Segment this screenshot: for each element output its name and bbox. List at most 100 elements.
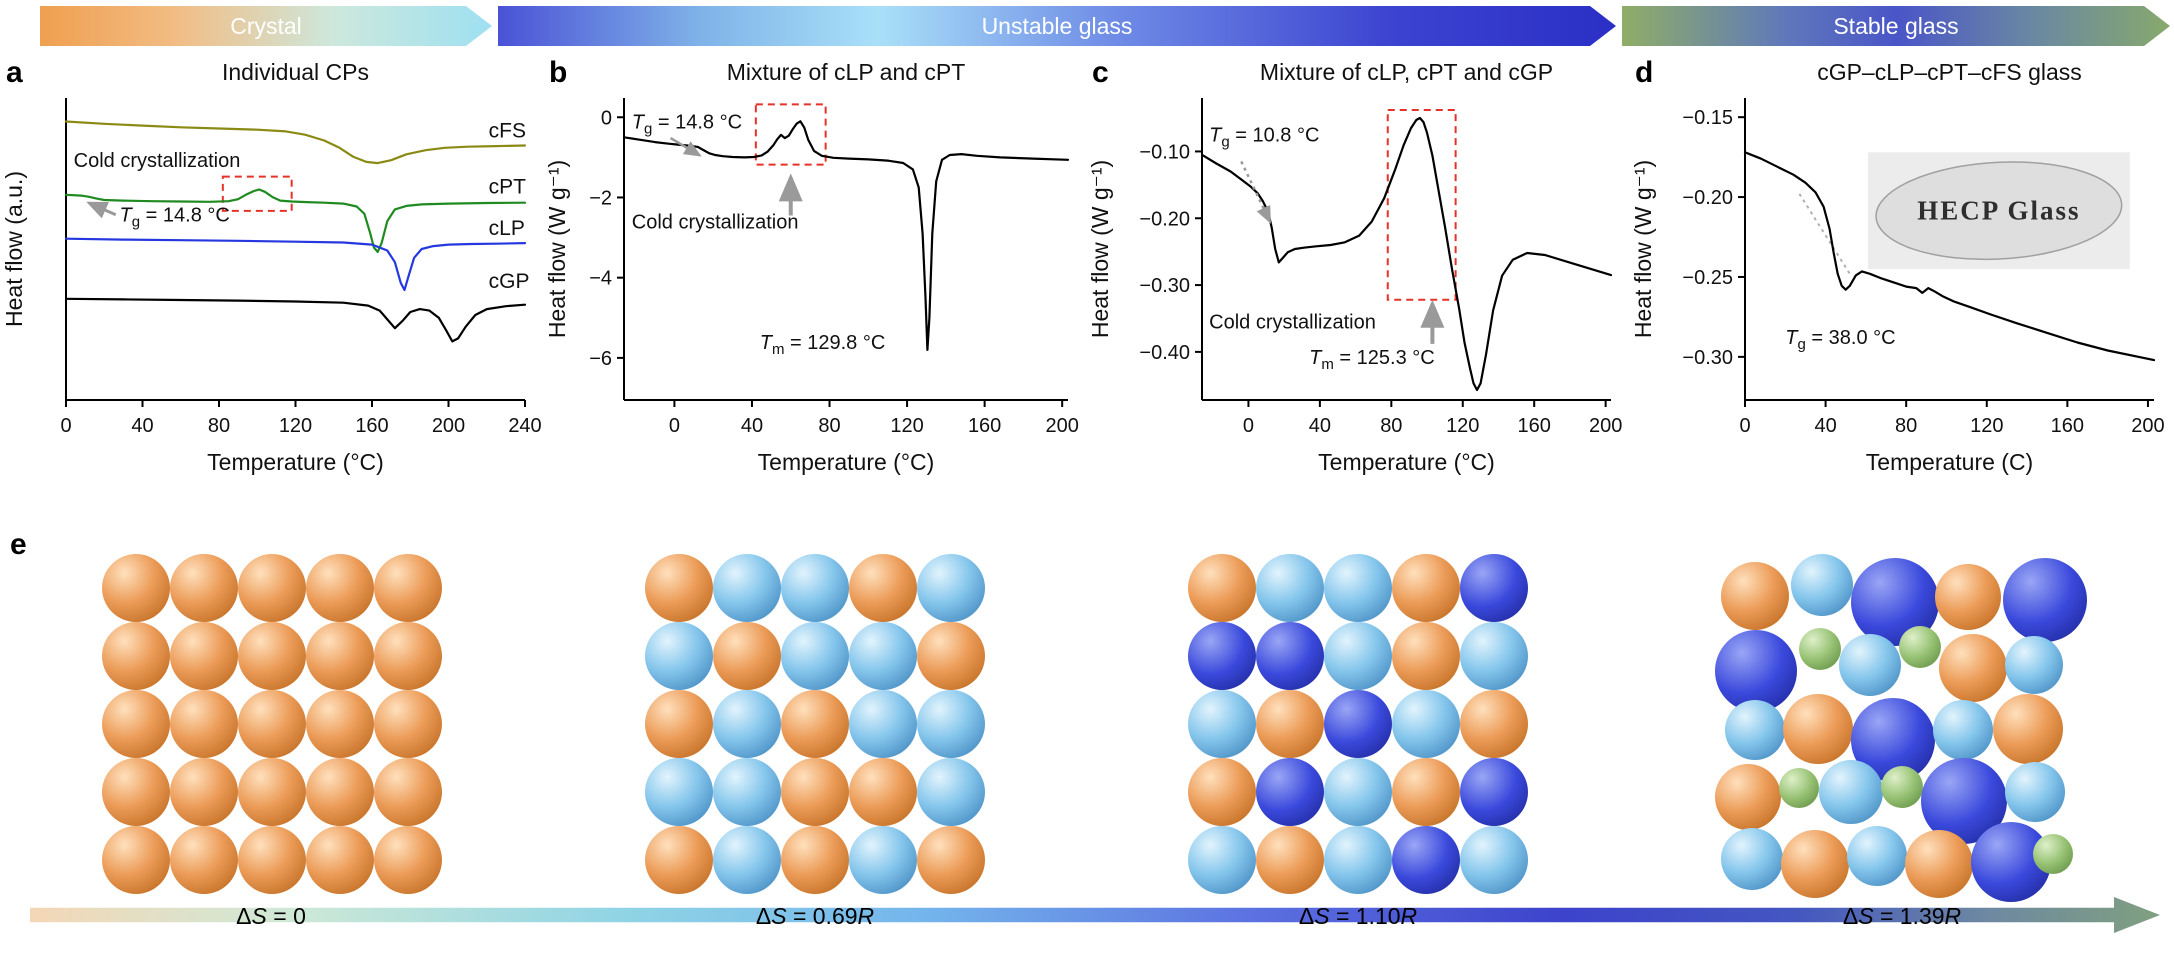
banner-unstable-glass: Unstable glass	[498, 6, 1616, 46]
banner-stable-glass-label: Stable glass	[1833, 12, 1959, 39]
sphere-o	[169, 826, 238, 894]
sphere-lb	[712, 826, 781, 894]
sphere-o	[237, 690, 306, 758]
sphere-lb	[2004, 636, 2063, 694]
sphere-o	[1459, 690, 1528, 758]
x-axis-label: Temperature (C)	[1866, 449, 2033, 475]
svg-text:120: 120	[1970, 415, 2003, 437]
annotation: Tg = 14.8 °C	[632, 111, 742, 137]
sphere-db	[1459, 758, 1528, 826]
panel-letter-b: b	[549, 56, 568, 89]
panel-letter-c: c	[1092, 56, 1109, 89]
sphere-o	[1720, 562, 1789, 630]
chart-a-dsc-individual-cps: 0 40 80 120 160 200 240 Individual CPs Temperatu…	[1, 59, 542, 475]
sphere-o	[1714, 764, 1781, 830]
sphere-o	[1187, 758, 1256, 826]
sphere-lb	[1323, 622, 1392, 690]
svg-text:80: 80	[1895, 415, 1917, 437]
panel-letter-e: e	[10, 528, 27, 561]
sphere-o	[373, 554, 442, 622]
svg-text:−0.30: −0.30	[1139, 275, 1190, 297]
panel-letter-d: d	[1635, 56, 1654, 89]
svg-text:40: 40	[131, 415, 153, 437]
svg-text:160: 160	[2051, 415, 2084, 437]
sphere-o	[101, 826, 170, 894]
svg-text:160: 160	[968, 415, 1001, 437]
sphere-lb	[916, 690, 985, 758]
annotation: Cold crystallization	[74, 150, 241, 172]
sphere-o	[237, 554, 306, 622]
grid-cell-binary	[543, 554, 1086, 902]
svg-text:−0.40: −0.40	[1139, 342, 1190, 364]
svg-text:0: 0	[601, 107, 612, 129]
grid-cell-quaternary	[1629, 554, 2172, 902]
svg-text:240: 240	[508, 415, 541, 437]
sphere-db	[1187, 622, 1256, 690]
sphere-o	[373, 758, 442, 826]
sphere-o	[644, 826, 713, 894]
y-axis-label: Heat flow (a.u.)	[1, 171, 27, 327]
svg-text:40: 40	[1814, 415, 1836, 437]
sphere-g	[2032, 834, 2073, 874]
sphere-lb	[1720, 828, 1783, 890]
sphere-o	[101, 554, 170, 622]
sphere-o	[305, 622, 374, 690]
svg-text:−0.20: −0.20	[1682, 187, 1733, 209]
x-axis-label: Temperature (°C)	[207, 449, 384, 475]
entropy-gradient-arrow	[30, 897, 2160, 933]
svg-text:200: 200	[432, 415, 465, 437]
curve-label: cLP	[489, 217, 525, 240]
sphere-o	[169, 690, 238, 758]
panel-a: a 0 40 80 120 160 200 240 Individual CPs Tempera…	[0, 54, 543, 484]
sphere-lb	[848, 690, 917, 758]
sphere-o	[237, 826, 306, 894]
sphere-o	[1992, 694, 2063, 764]
svg-text:160: 160	[355, 415, 388, 437]
sphere-o	[780, 690, 849, 758]
sphere-db	[1255, 758, 1324, 826]
sphere-grid-ternary-mixture	[1187, 554, 1528, 902]
series-cLP	[64, 237, 527, 292]
chart-c-dsc-ternary-mixture: 0 40 80 120 160 200 −0.10 −0.20 −0.30 −0.40 Mixtur…	[1087, 59, 1622, 475]
sphere-lb	[1838, 634, 1901, 696]
annotation: Tg = 14.8 °C	[120, 205, 230, 231]
sphere-o	[101, 758, 170, 826]
svg-text:0: 0	[669, 415, 680, 437]
panel-letter-a: a	[6, 56, 23, 89]
annotation: Tm = 125.3 °C	[1309, 347, 1435, 373]
chart-b-dsc-binary-mixture: 0 40 80 120 160 200 0 −2 −4 −6 Mixture of cLP and …	[544, 59, 1079, 475]
cold-crystallization-box	[754, 103, 827, 166]
sphere-o	[848, 554, 917, 622]
annotation: Tg = 10.8 °C	[1209, 124, 1319, 150]
sphere-o	[373, 826, 442, 894]
panel-b: b 0 40 80 120 160 200 0 −2 −4 −6 Mixture of cLP an…	[543, 54, 1086, 484]
series-cFS	[64, 120, 527, 165]
panel-e: e	[0, 484, 2174, 902]
panel-d: d 0 40 80 120 160 200 −0.15 −0.20 −0.25 −0.30 cGP–…	[1629, 54, 2172, 484]
sphere-o	[101, 690, 170, 758]
entropy-label-1: ΔS = 0.69R	[755, 903, 875, 929]
sphere-db	[1459, 554, 1528, 622]
sphere-o	[101, 622, 170, 690]
sphere-o	[1938, 634, 2007, 702]
cold-crystallization-box	[221, 175, 293, 212]
annotation-arrow	[669, 137, 702, 157]
curve-label: cPT	[489, 175, 527, 198]
sphere-o	[305, 554, 374, 622]
sphere-g	[1880, 766, 1923, 808]
sphere-lb	[1323, 826, 1392, 894]
svg-text:120: 120	[279, 415, 312, 437]
sphere-o	[305, 758, 374, 826]
sphere-lb	[1932, 700, 1993, 760]
sphere-o	[848, 758, 917, 826]
curve-label: cFS	[489, 120, 526, 143]
svg-text:0: 0	[1739, 415, 1750, 437]
svg-text:−2: −2	[589, 187, 612, 209]
sphere-o	[1187, 554, 1256, 622]
charts-row: a 0 40 80 120 160 200 240 Individual CPs Tempera…	[0, 54, 2172, 484]
sphere-lb	[916, 554, 985, 622]
sphere-o	[644, 690, 713, 758]
banner-crystal: Crystal	[40, 6, 492, 46]
sphere-o	[237, 758, 306, 826]
